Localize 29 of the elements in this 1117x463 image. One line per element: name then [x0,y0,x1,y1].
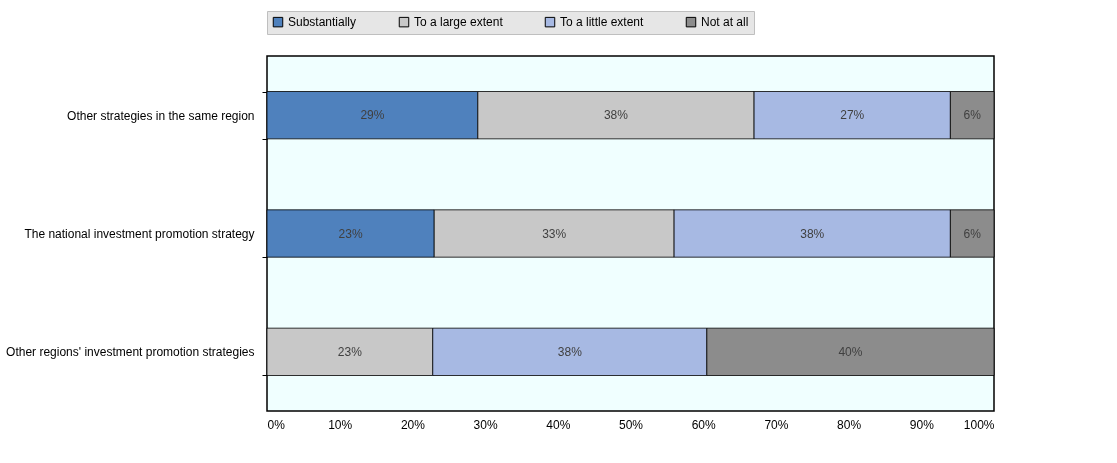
data-label: 29% [360,108,385,123]
x-tick-label: 20% [400,417,426,432]
data-label: 38% [800,226,825,241]
data-label: 40% [838,344,863,359]
x-tick-label: 60% [691,417,717,432]
data-label: 6% [963,108,982,123]
x-tick-label: 50% [618,417,644,432]
x-tick-label: 10% [328,417,353,432]
x-tick-label: 40% [546,417,571,432]
data-label: 27% [840,108,865,123]
legend-label: Not at all [701,15,749,30]
y-tick-label: Other regions' investment promotion strategies [6,345,255,360]
x-tick-label: 100% [963,417,995,432]
x-tick-label: 90% [909,417,935,432]
x-tick-label: 70% [764,417,789,432]
data-label: 33% [542,226,567,241]
data-label: 6% [963,226,982,241]
x-tick-label: 80% [837,417,862,432]
legend-label: Substantially [288,15,357,30]
data-label: 38% [557,344,583,359]
y-tick-label: Other strategies in the same region [67,108,255,123]
data-label: 38% [603,108,629,123]
y-tick-label: The national investment promotion strategy [24,227,255,241]
data-label: 23% [338,226,363,241]
x-tick-label: 0% [267,417,286,432]
x-tick-label: 30% [473,417,498,432]
data-label: 23% [337,344,363,359]
legend-label: To a large extent [414,15,504,30]
legend-label: To a little extent [560,15,645,30]
